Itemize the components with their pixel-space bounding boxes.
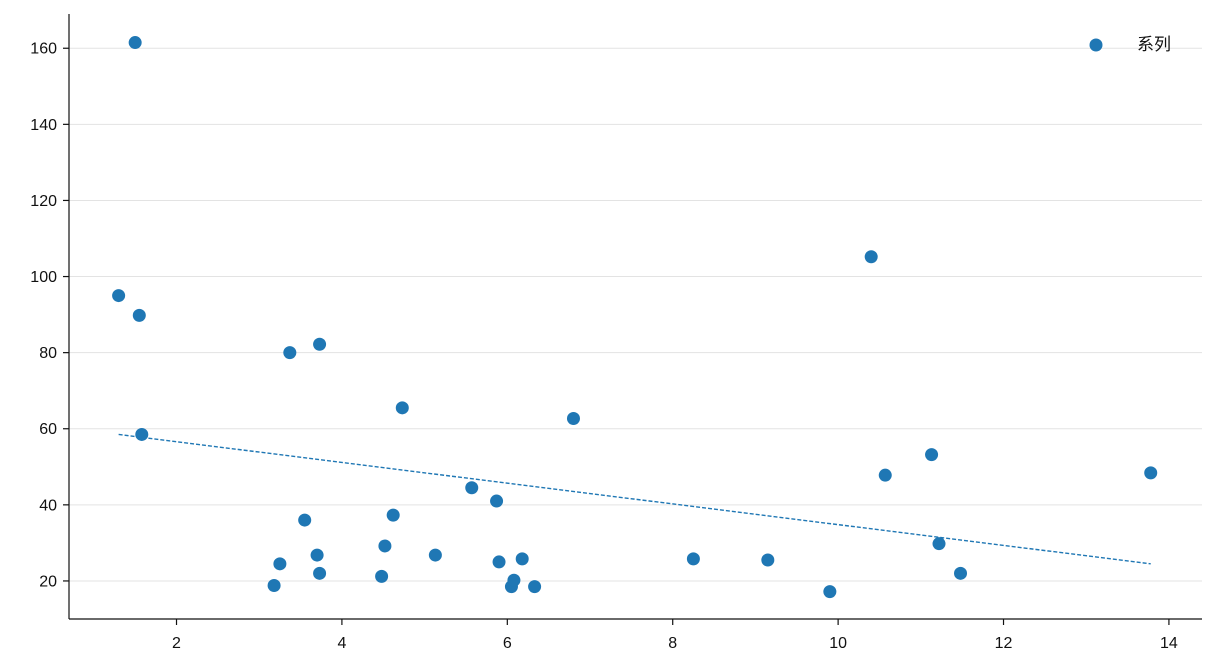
data-point <box>395 401 409 415</box>
data-point <box>267 579 281 593</box>
data-point <box>310 548 324 562</box>
data-point <box>112 289 126 303</box>
data-point <box>864 250 878 264</box>
data-point <box>313 337 327 351</box>
data-point <box>686 552 700 566</box>
x-tick-label: 8 <box>668 635 677 652</box>
data-point <box>932 537 946 551</box>
trend-line-layer <box>118 433 1151 565</box>
data-point <box>378 539 392 553</box>
data-point <box>128 36 142 50</box>
data-point <box>273 557 287 571</box>
x-tick-label: 14 <box>1160 635 1178 652</box>
y-tick-label: 40 <box>39 497 57 514</box>
data-point <box>298 513 312 527</box>
y-tick-label: 140 <box>30 117 57 134</box>
data-point <box>375 569 389 583</box>
y-tick-label: 60 <box>39 421 57 438</box>
x-tick-label: 2 <box>172 635 181 652</box>
data-point <box>528 580 542 594</box>
y-tick-label: 80 <box>39 345 57 362</box>
data-points <box>112 36 1158 599</box>
x-tick-label: 4 <box>337 635 346 652</box>
legend-marker <box>1089 38 1103 52</box>
y-tick-label: 20 <box>39 573 57 590</box>
trend-line <box>118 433 1151 565</box>
data-point <box>1144 466 1158 480</box>
y-axis-ticks: 20 40 60 80 100 120 140 160 <box>30 41 69 590</box>
y-tick-label: 120 <box>30 193 57 210</box>
x-tick-label: 12 <box>995 635 1013 652</box>
legend: 系列 <box>1089 35 1171 55</box>
x-axis-ticks: 2 4 6 8 10 12 14 <box>172 619 1178 652</box>
x-tick-label: 10 <box>829 635 847 652</box>
data-point <box>925 448 939 462</box>
data-point <box>135 427 149 441</box>
data-point <box>761 553 775 567</box>
legend-label: 系列 <box>1137 35 1171 55</box>
data-point <box>823 585 837 599</box>
data-point <box>428 548 442 562</box>
data-point <box>515 552 529 566</box>
data-point <box>878 468 892 482</box>
data-point <box>507 573 521 587</box>
data-point <box>283 346 297 360</box>
y-tick-label: 100 <box>30 269 57 286</box>
data-point <box>132 308 146 322</box>
data-point <box>465 481 479 495</box>
data-point <box>954 566 968 580</box>
x-tick-label: 6 <box>503 635 512 652</box>
data-point <box>313 566 327 580</box>
y-tick-label: 160 <box>30 41 57 58</box>
axes <box>68 14 1202 620</box>
grid-lines <box>69 47 1202 582</box>
data-point <box>386 508 400 522</box>
data-point <box>492 555 506 569</box>
data-point <box>566 411 580 425</box>
data-point <box>490 494 504 508</box>
